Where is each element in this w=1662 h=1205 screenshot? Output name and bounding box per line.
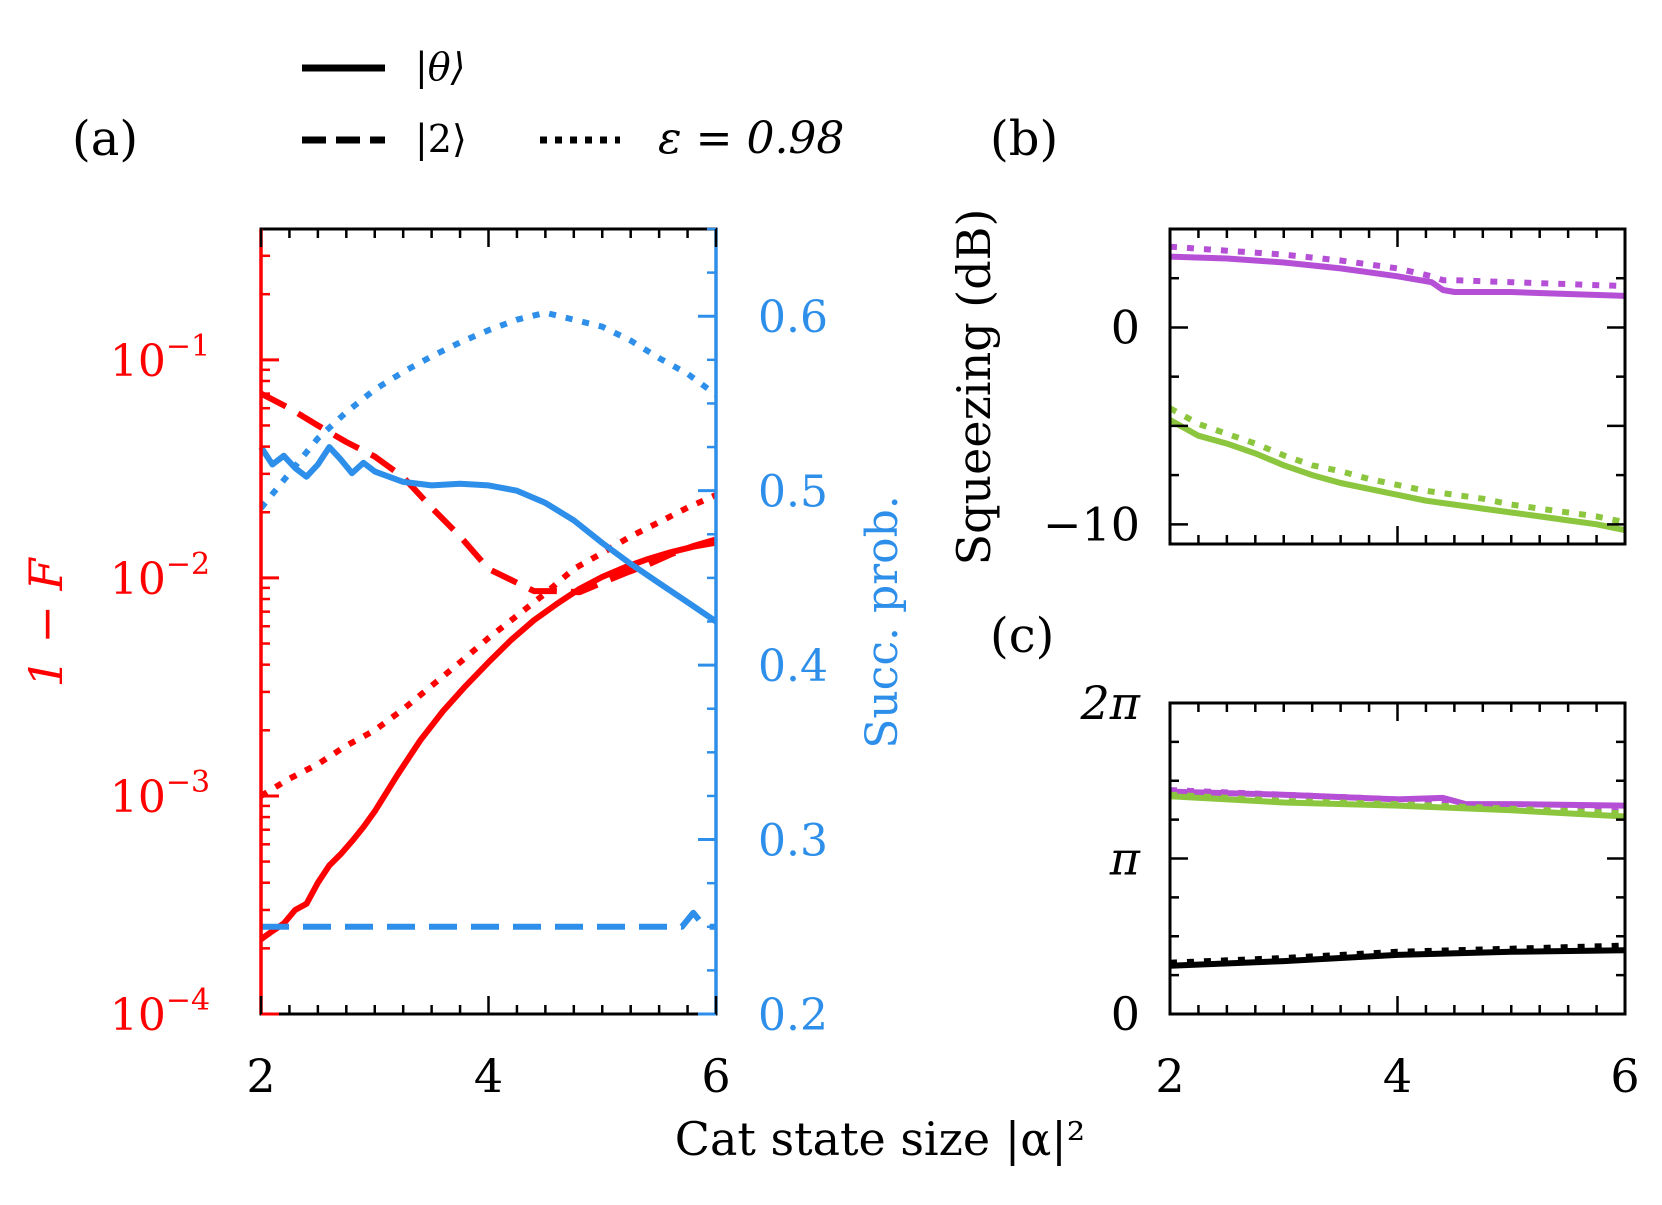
panel-c-x-tick-label: 4 — [1383, 1049, 1412, 1103]
panel-c-frame — [1168, 701, 1627, 1016]
panel-b-line-green-dotted — [1168, 405, 1626, 526]
panel-c-x-tick-label: 6 — [1610, 1049, 1639, 1103]
panel-a-x-tick-label: 2 — [246, 1049, 275, 1103]
panel-a: 10−1 10−2 10−3 10−4 0.2 0.3 0.4 0.5 0.6 2 4 6 1 − F… — [19, 227, 908, 1103]
panel-c-line-purple-solid — [1169, 788, 1626, 809]
panel-a-frame — [259, 227, 718, 1016]
panel-a-x-tick-label: 6 — [701, 1049, 730, 1103]
panel-b-line-purple-dotted — [1169, 243, 1626, 290]
panel-c: 0 π 2π 2 4 6 — [1080, 676, 1640, 1103]
panel-a-line-1-f-0-98 — [259, 492, 718, 799]
panel-c-x-tick-label: 2 — [1155, 1049, 1184, 1103]
panel-c-y-tick-label: 2π — [1080, 676, 1141, 730]
panel-a-left-tick-label: 10−4 — [110, 983, 210, 1041]
panel-a-label: (a) — [72, 111, 138, 167]
panel-a-line-succ-prob-0-98 — [258, 309, 718, 510]
legend-dashed-label: |2⟩ — [415, 117, 467, 161]
panel-a-right-tick-label: 0.6 — [758, 292, 828, 343]
legend-solid-label: |θ⟩ — [415, 45, 466, 89]
panel-a-right-axis-label: Succ. prob. — [857, 495, 908, 749]
panel-c-y-tick-label: π — [1109, 832, 1141, 886]
panel-b-line-purple-solid — [1169, 253, 1626, 299]
panel-a-line-1-f-2 — [259, 390, 717, 596]
panel-b-y-tick-label: 0 — [1111, 300, 1140, 354]
panel-a-right-tick-label: 0.3 — [758, 816, 828, 867]
panel-b-line-green-solid — [1168, 417, 1626, 534]
panel-a-left-axis-label: 1 − F — [19, 556, 73, 687]
panel-a-line-succ-prob — [258, 444, 718, 624]
panel-a-line-1-f — [259, 539, 717, 942]
panel-c-line-black-dotted — [1169, 942, 1626, 966]
panel-c-y-tick-label: 0 — [1111, 987, 1140, 1041]
panel-a-left-tick-label: 10−3 — [110, 765, 210, 823]
panel-b: 0 −10 Squeezing (dB) — [947, 209, 1627, 566]
panel-a-right-tick-label: 0.4 — [758, 641, 828, 692]
panel-a-line-succ-prob-2 — [261, 909, 716, 930]
panel-b-y-tick-label: −10 — [1043, 497, 1140, 551]
panel-a-right-tick-label: 0.5 — [758, 467, 828, 518]
panel-c-line-green-dotted — [1169, 791, 1626, 817]
legend-dotted-label: ε = 0.98 — [658, 113, 844, 164]
panel-a-x-tick-label: 4 — [474, 1049, 503, 1103]
x-axis-label: Cat state size |α|² — [675, 1112, 1085, 1166]
panel-b-y-axis-label: Squeezing (dB) — [947, 209, 1001, 566]
panel-c-label: (c) — [990, 608, 1054, 664]
panel-a-left-tick-label: 10−1 — [110, 329, 210, 387]
legend: |θ⟩ |2⟩ ε = 0.98 — [302, 45, 844, 164]
panel-a-left-tick-label: 10−2 — [110, 547, 210, 605]
panel-c-line-black-solid — [1169, 947, 1626, 969]
panel-a-right-tick-label: 0.2 — [758, 990, 828, 1041]
panel-b-label: (b) — [990, 111, 1058, 167]
